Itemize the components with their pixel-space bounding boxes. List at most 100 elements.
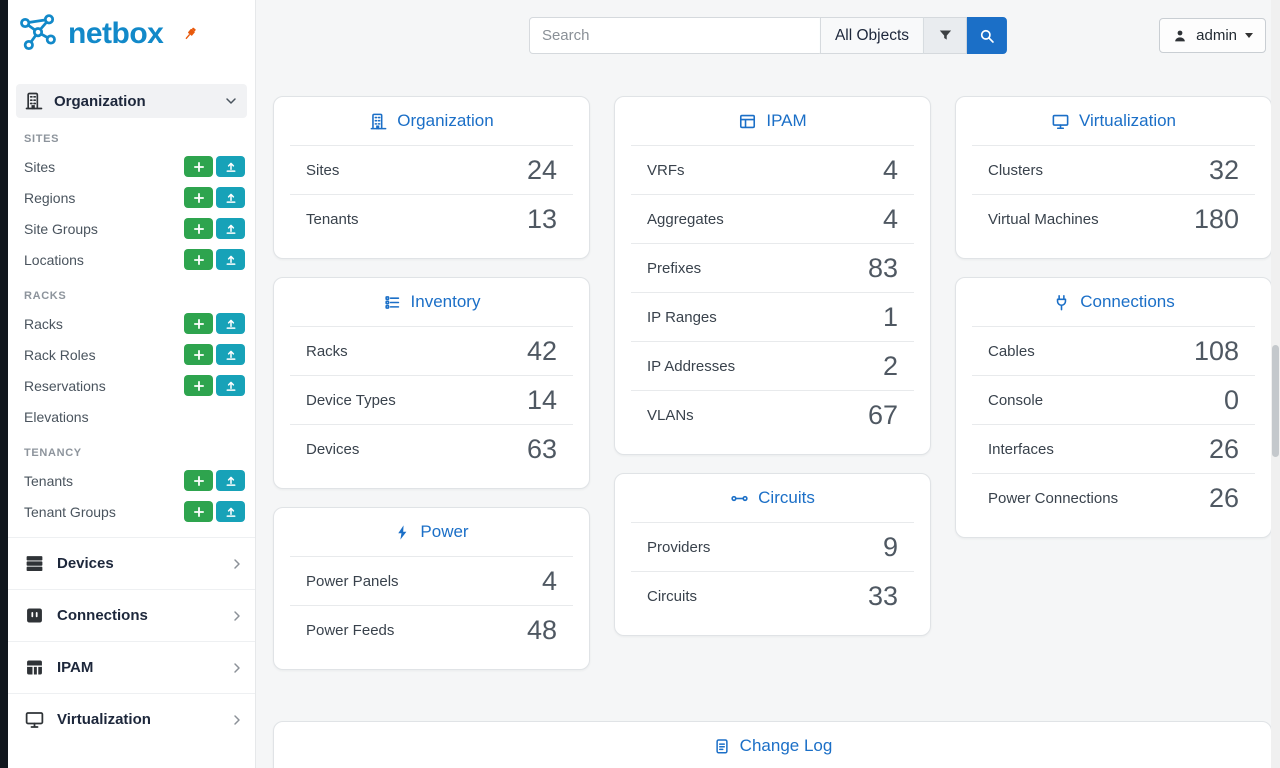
dashboard-column-1: Organization Sites 24 Tenants 13 <box>273 96 590 688</box>
stat-value[interactable]: 67 <box>867 400 898 430</box>
stat-label[interactable]: Racks <box>306 342 348 360</box>
import-button[interactable] <box>216 218 245 239</box>
sidebar-item-elevations[interactable]: Elevations <box>24 408 89 425</box>
stat-label[interactable]: Power Connections <box>988 490 1119 507</box>
stat-label[interactable]: Power Panels <box>306 572 399 590</box>
stat-row: Devices 63 <box>290 425 573 474</box>
chevron-right-icon <box>229 608 245 624</box>
filter-button[interactable] <box>924 17 968 54</box>
lightning-bolt-icon <box>394 524 411 541</box>
stat-value[interactable]: 32 <box>1208 154 1239 185</box>
add-button[interactable] <box>184 218 213 239</box>
stat-label[interactable]: VRFs <box>647 161 685 179</box>
add-button[interactable] <box>184 249 213 270</box>
stat-label[interactable]: Virtual Machines <box>988 211 1099 228</box>
sidebar-item-ipam[interactable]: IPAM <box>8 641 255 693</box>
stat-value[interactable]: 4 <box>882 203 898 234</box>
stat-value[interactable]: 26 <box>1208 433 1239 464</box>
import-button[interactable] <box>216 187 245 208</box>
import-button[interactable] <box>216 344 245 365</box>
stat-label[interactable]: IP Addresses <box>647 357 736 375</box>
scrollbar-thumb[interactable] <box>1272 345 1279 457</box>
add-button[interactable] <box>184 344 213 365</box>
global-search: All Objects <box>528 17 1008 54</box>
stat-value[interactable]: 2 <box>882 350 898 381</box>
stat-label[interactable]: Cables <box>988 342 1035 360</box>
stat-label[interactable]: Sites <box>306 161 340 179</box>
sidebar-item-tenants[interactable]: Tenants <box>8 465 255 496</box>
sidebar-item-reservations[interactable]: Reservations <box>8 370 255 401</box>
sidebar-item-virtualization[interactable]: Virtualization <box>8 693 255 745</box>
sidebar-item-rack-roles[interactable]: Rack Roles <box>8 339 255 370</box>
stat-value[interactable]: 26 <box>1208 483 1239 513</box>
stat-value[interactable]: 4 <box>882 154 898 185</box>
stat-value[interactable]: 13 <box>526 204 557 234</box>
stat-label[interactable]: Clusters <box>988 161 1044 179</box>
sidebar-item-sites[interactable]: Sites <box>8 151 255 182</box>
stat-row: VLANs 67 <box>631 391 914 440</box>
add-button[interactable] <box>184 501 213 522</box>
sidebar-item-locations[interactable]: Locations <box>8 244 255 275</box>
stat-label[interactable]: Tenants <box>306 211 359 228</box>
card-virtualization: Virtualization Clusters 32 Virtual Machi… <box>955 96 1272 259</box>
stat-value[interactable]: 180 <box>1193 204 1239 234</box>
stat-label[interactable]: VLANs <box>647 407 694 424</box>
import-button[interactable] <box>216 375 245 396</box>
stat-label[interactable]: Prefixes <box>647 259 702 277</box>
stat-value[interactable]: 24 <box>526 154 557 185</box>
stat-row: Power Panels 4 <box>290 557 573 606</box>
stat-value[interactable]: 48 <box>526 615 557 645</box>
import-button[interactable] <box>216 249 245 270</box>
dashboard-column-3: Virtualization Clusters 32 Virtual Machi… <box>955 96 1272 556</box>
sidebar-item-tenant-groups[interactable]: Tenant Groups <box>8 496 255 527</box>
stat-row: Aggregates 4 <box>631 195 914 244</box>
stat-label[interactable]: Interfaces <box>988 440 1054 458</box>
stat-value[interactable]: 4 <box>541 565 557 596</box>
sidebar-item-racks[interactable]: Racks <box>8 308 255 339</box>
import-button[interactable] <box>216 156 245 177</box>
card-connections: Connections Cables 108 Console 0 Interfa… <box>955 277 1272 538</box>
stat-value[interactable]: 0 <box>1223 384 1239 415</box>
add-button[interactable] <box>184 470 213 491</box>
sidebar-item-site-groups[interactable]: Site Groups <box>8 213 255 244</box>
stat-value[interactable]: 63 <box>526 434 557 464</box>
stat-value[interactable]: 42 <box>526 335 557 366</box>
stat-label[interactable]: Device Types <box>306 391 396 409</box>
stat-label[interactable]: Aggregates <box>647 210 724 228</box>
add-button[interactable] <box>184 156 213 177</box>
stat-label[interactable]: Console <box>988 391 1044 409</box>
import-button[interactable] <box>216 470 245 491</box>
stat-row: Prefixes 83 <box>631 244 914 293</box>
import-button[interactable] <box>216 313 245 334</box>
stat-value[interactable]: 14 <box>526 384 557 415</box>
stat-value[interactable]: 83 <box>867 252 898 283</box>
search-scope-button[interactable]: All Objects <box>819 17 925 54</box>
server-stack-icon <box>24 553 45 574</box>
sidebar-item-organization[interactable]: Organization <box>16 84 247 118</box>
user-name: admin <box>1196 27 1237 44</box>
group-label-tenancy: TENANCY <box>24 447 82 459</box>
stat-label[interactable]: Devices <box>306 441 360 458</box>
add-button[interactable] <box>184 187 213 208</box>
search-input[interactable] <box>528 17 820 54</box>
import-button[interactable] <box>216 501 245 522</box>
stat-label[interactable]: Circuits <box>647 588 698 605</box>
stat-label[interactable]: Providers <box>647 538 711 556</box>
sidebar-item-regions[interactable]: Regions <box>8 182 255 213</box>
netbox-logo[interactable]: netbox <box>8 0 255 64</box>
pin-sidebar-icon[interactable] <box>181 25 199 43</box>
stat-value[interactable]: 9 <box>882 531 898 562</box>
sidebar-item-devices[interactable]: Devices <box>8 537 255 589</box>
search-submit-button[interactable] <box>967 17 1008 54</box>
stat-value[interactable]: 108 <box>1193 335 1239 366</box>
sidebar-item-connections[interactable]: Connections <box>8 589 255 641</box>
stat-label[interactable]: Power Feeds <box>306 622 395 639</box>
stat-label[interactable]: IP Ranges <box>647 308 717 326</box>
card-power-title: Power <box>290 508 573 557</box>
add-button[interactable] <box>184 313 213 334</box>
stat-value[interactable]: 33 <box>867 581 898 611</box>
add-button[interactable] <box>184 375 213 396</box>
stat-row: IP Ranges 1 <box>631 293 914 342</box>
stat-value[interactable]: 1 <box>882 301 898 332</box>
user-menu-button[interactable]: admin <box>1159 18 1266 53</box>
